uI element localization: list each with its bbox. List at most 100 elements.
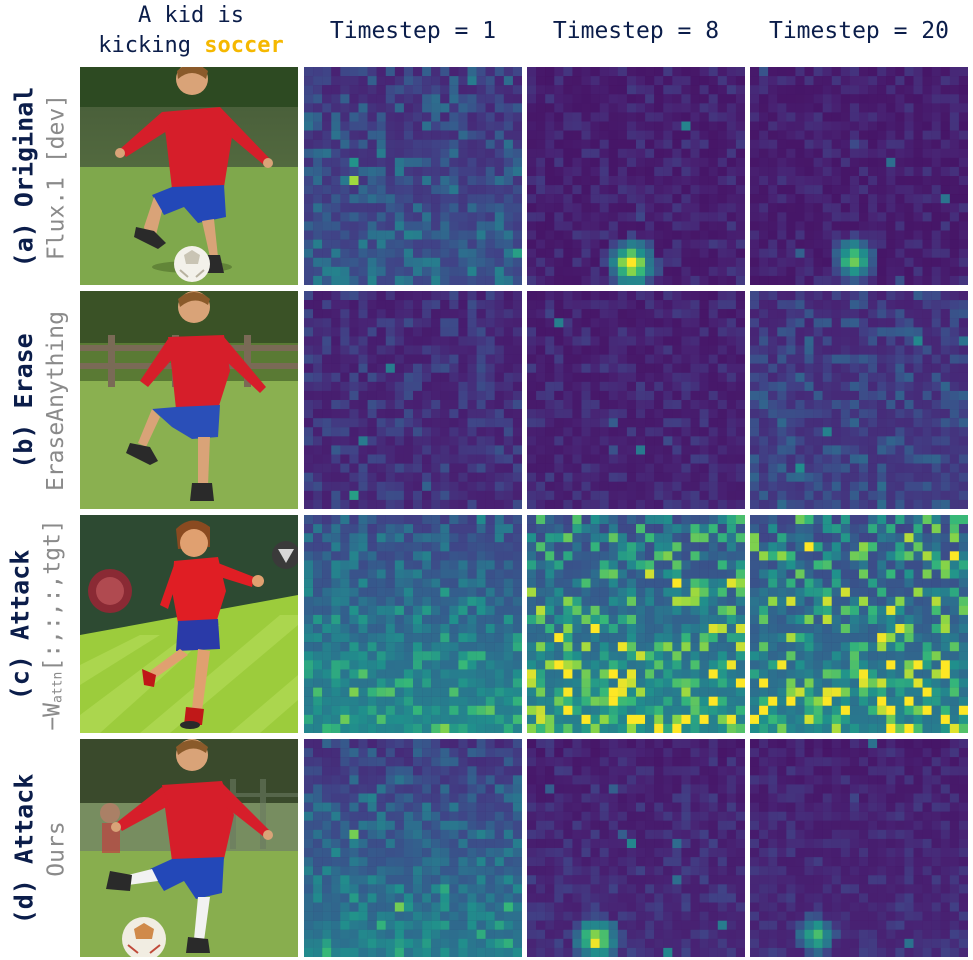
heatmap-cell [913,436,923,446]
heatmap-cell [877,418,887,428]
heatmap-cell [449,624,459,634]
heatmap-cell [458,427,468,437]
heatmap-cell [385,533,396,543]
heatmap-cell [599,275,609,285]
heatmap-cell [608,345,619,355]
heatmap-cell [768,560,778,570]
heatmap-cell [512,300,522,310]
heatmap-cell [949,436,960,446]
row-label-title: (b) Erase [9,333,39,469]
heatmap-cell [512,194,522,204]
heatmap-cell [527,445,537,455]
heatmap-cell [717,275,728,285]
heatmap-cell [403,551,414,561]
heatmap-cell [536,275,546,285]
heatmap-cell [581,230,591,240]
heatmap-cell [859,381,869,392]
heatmap-cell [831,230,842,240]
heatmap-cell [572,230,582,240]
heatmap-cell [494,230,505,240]
heatmap-cell [922,212,932,222]
heatmap-cell [358,454,368,464]
heatmap-cell [340,300,350,310]
heatmap-cell [304,605,314,616]
heatmap-cell [563,587,573,597]
heatmap-cell [813,390,823,401]
heatmap-cell [599,660,609,670]
heatmap-cell [708,454,718,464]
heatmap-cell [699,336,709,346]
heatmap-cell [554,723,564,733]
heatmap-cell [636,463,646,473]
heatmap-cell [590,139,600,149]
heatmap-cell [554,642,564,652]
heatmap-cell [358,596,368,607]
heatmap-cell [349,372,359,383]
heatmap-cell [681,472,691,482]
heatmap-cell [949,291,960,301]
heatmap-cell [527,275,537,285]
heatmap-cell [581,490,591,501]
heatmap-cell [485,381,495,392]
heatmap-cell [958,130,968,140]
heatmap-cell [599,266,609,277]
heatmap-cell [645,499,655,509]
heatmap-cell [554,239,564,249]
heatmap-cell [313,203,323,213]
heatmap-cell [877,300,887,310]
heatmap-cell [795,266,805,277]
heatmap-cell [458,687,468,697]
heatmap-cell [581,372,591,383]
heatmap-cell [868,569,878,579]
heatmap-cell [331,481,341,492]
heatmap-cell [413,400,423,410]
heatmap-cell [913,203,923,213]
heatmap-cell [750,605,760,616]
heatmap-cell [376,714,386,725]
heatmap-cell [367,714,377,725]
heatmap-cell [403,212,414,222]
heatmap-cell [503,212,514,222]
heatmap-cell [895,524,905,534]
heatmap-cell [654,248,664,258]
heatmap-cell [795,363,805,373]
heatmap-cell [726,221,737,231]
heatmap-cell [503,578,514,588]
heatmap-cell [904,318,914,328]
heatmap-cell [849,266,860,277]
heatmap-cell [726,76,737,86]
heatmap-cell [795,578,805,588]
heatmap-cell [735,318,745,328]
heatmap-cell [726,445,737,455]
heatmap-cell [931,239,941,249]
heatmap-cell [512,372,522,383]
heatmap-cell [849,248,860,258]
heatmap-cell [717,678,728,688]
heatmap-cell [313,139,323,149]
heatmap-cell [376,614,386,625]
heatmap-cell [831,445,842,455]
heatmap-cell [877,148,887,159]
heatmap-cell [422,139,432,149]
heatmap-cell [699,669,709,679]
heatmap-cell [385,318,396,328]
heatmap-cell [304,381,314,392]
heatmap-cell [467,148,477,159]
heatmap-cell [672,112,682,122]
heatmap-cell [485,651,495,661]
heatmap-cell [877,157,887,168]
heatmap-cell [913,121,923,131]
heatmap-cell [385,490,396,501]
heatmap-cell [440,300,450,310]
heatmap-cell [663,354,673,364]
heatmap-cell [886,121,896,131]
heatmap-cell [304,148,314,159]
heatmap-cell [322,651,332,661]
heatmap-cell [699,714,709,725]
heatmap-cell [413,551,423,561]
heatmap-cell [940,463,951,473]
heatmap-cell [322,642,332,652]
heatmap-cell [449,363,459,373]
heatmap-cell [503,705,514,716]
heatmap-cell [358,551,368,561]
